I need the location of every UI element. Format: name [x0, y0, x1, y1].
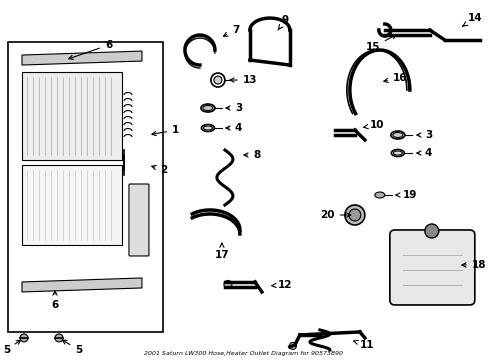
Circle shape: [55, 334, 63, 342]
Polygon shape: [22, 278, 142, 292]
Bar: [22, 72, 122, 160]
Circle shape: [348, 209, 360, 221]
Text: 5: 5: [62, 340, 82, 355]
Text: 6: 6: [69, 40, 112, 59]
Text: 3: 3: [416, 130, 431, 140]
Circle shape: [213, 76, 222, 84]
Text: 18: 18: [461, 260, 486, 270]
Text: 12: 12: [271, 280, 292, 290]
Text: 13: 13: [229, 75, 257, 85]
Text: 17: 17: [214, 243, 229, 260]
Circle shape: [289, 342, 296, 350]
Text: 2: 2: [151, 165, 167, 175]
Text: 11: 11: [353, 340, 374, 350]
Polygon shape: [22, 51, 142, 65]
Text: 6: 6: [51, 291, 59, 310]
Text: 19: 19: [395, 190, 416, 200]
Circle shape: [344, 205, 364, 225]
Text: 10: 10: [363, 120, 384, 130]
Circle shape: [224, 280, 231, 288]
Text: 1: 1: [152, 125, 179, 136]
Ellipse shape: [374, 192, 384, 198]
Text: 9: 9: [277, 15, 288, 30]
Text: 14: 14: [462, 13, 482, 26]
Circle shape: [20, 334, 28, 342]
Bar: [8, 42, 163, 332]
Text: 3: 3: [225, 103, 242, 113]
FancyBboxPatch shape: [389, 230, 474, 305]
Ellipse shape: [392, 151, 402, 155]
Circle shape: [424, 224, 438, 238]
Text: 4: 4: [416, 148, 431, 158]
Text: 16: 16: [383, 73, 407, 83]
FancyBboxPatch shape: [129, 184, 149, 256]
Ellipse shape: [392, 132, 402, 138]
Text: 15: 15: [365, 35, 395, 52]
Text: 8: 8: [244, 150, 260, 160]
Bar: [22, 165, 122, 245]
Ellipse shape: [203, 105, 212, 111]
Text: 4: 4: [225, 123, 242, 133]
Text: 5: 5: [3, 340, 20, 355]
Text: 7: 7: [223, 25, 239, 36]
Text: 20: 20: [320, 210, 350, 220]
Text: 2001 Saturn LW300 Hose,Heater Outlet Diagram for 90573890: 2001 Saturn LW300 Hose,Heater Outlet Dia…: [144, 351, 343, 356]
Ellipse shape: [203, 126, 212, 130]
